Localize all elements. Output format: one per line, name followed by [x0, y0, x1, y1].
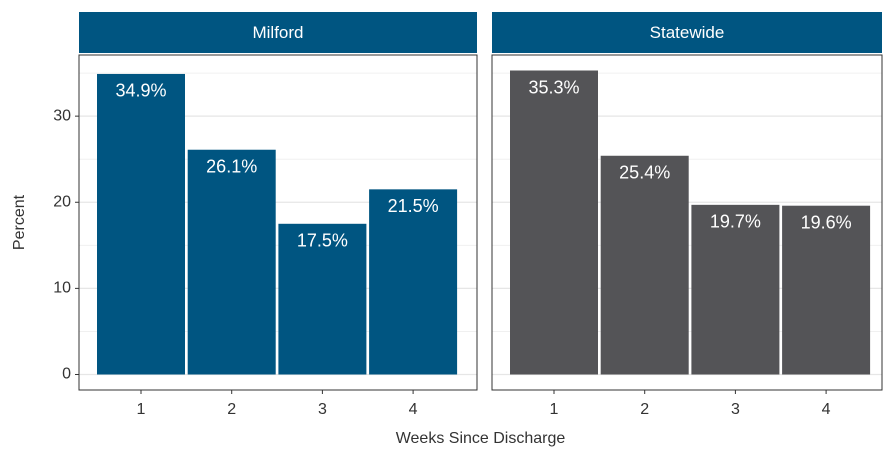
x-tick-label: 4: [822, 401, 831, 418]
data-label: 19.6%: [801, 212, 852, 232]
bar: [278, 223, 367, 375]
y-tick-label: 0: [62, 366, 71, 383]
x-tick-label: 2: [640, 401, 649, 418]
bar: [600, 155, 689, 375]
data-label: 34.9%: [115, 81, 166, 101]
panel-border: [491, 54, 883, 391]
facet-title: Milford: [252, 23, 303, 42]
x-tick-label: 1: [137, 401, 146, 418]
y-tick-label: 20: [53, 193, 71, 210]
y-tick-label: 10: [53, 280, 71, 297]
data-label: 17.5%: [297, 231, 348, 251]
bar: [691, 204, 780, 375]
y-axis-label: Percent: [11, 194, 28, 250]
panel-border: [78, 54, 478, 391]
x-tick-label: 3: [731, 401, 740, 418]
y-tick-label: 30: [53, 107, 71, 124]
x-tick-label: 4: [409, 401, 418, 418]
data-label: 19.7%: [710, 212, 761, 232]
facet-strip: [492, 12, 882, 53]
facet-title: Statewide: [650, 23, 725, 42]
x-tick-label: 3: [318, 401, 327, 418]
data-label: 21.5%: [388, 196, 439, 216]
bar: [369, 189, 458, 375]
data-label: 26.1%: [206, 156, 257, 176]
facet-strip: [79, 12, 477, 53]
data-label: 25.4%: [619, 163, 670, 183]
data-label: 35.3%: [528, 77, 579, 97]
x-axis-label: Weeks Since Discharge: [396, 430, 566, 447]
x-tick-label: 1: [550, 401, 559, 418]
x-tick-label: 2: [227, 401, 236, 418]
bar: [510, 70, 598, 375]
bar: [97, 73, 185, 375]
bar: [187, 149, 276, 375]
bar: [782, 205, 871, 375]
